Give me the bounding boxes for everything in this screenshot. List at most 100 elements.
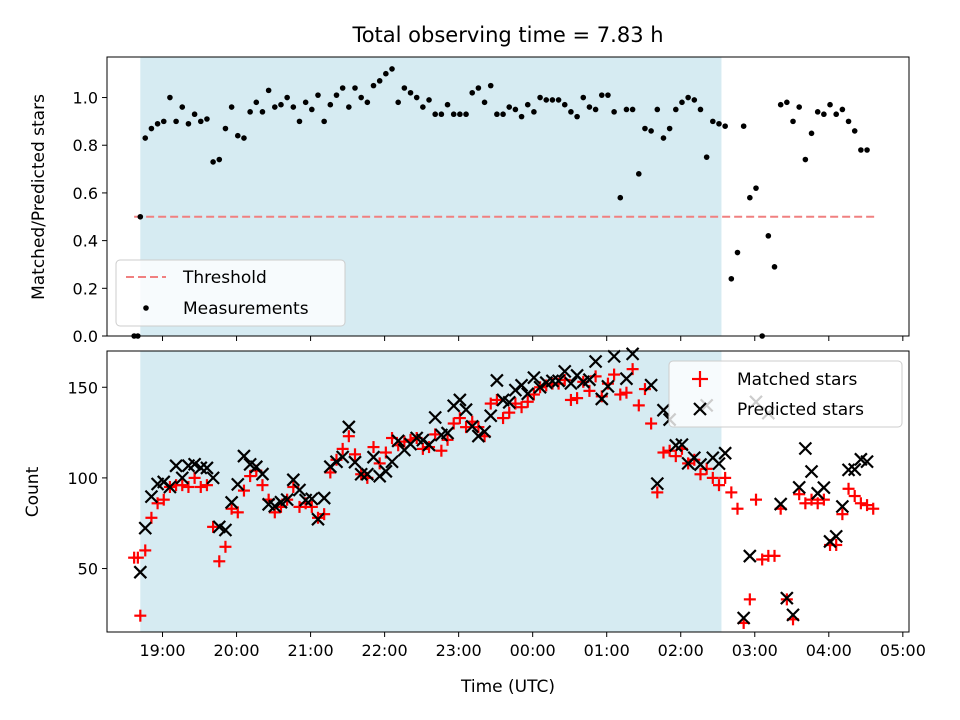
predicted-mark-stroke [798, 441, 813, 456]
matched-star-point [131, 551, 144, 564]
predicted-mark-stroke [385, 454, 399, 469]
predicted-star-point [773, 497, 788, 511]
predicted-star-point [619, 371, 634, 386]
matched-star-point [638, 383, 651, 396]
predicted-star-point [317, 491, 331, 505]
measurement-point [346, 104, 352, 110]
measurement-point [728, 275, 735, 282]
bottom-axes-frame [106, 350, 910, 633]
top-panel: 0.0 0.2 0.4 0.6 0.8 1.0 Matched/Predicted sta… [29, 56, 910, 346]
measurement-point [450, 111, 457, 118]
matched-star-point [799, 497, 812, 510]
x-tick-label: 02:00 [658, 641, 704, 660]
measurement-point [185, 120, 192, 127]
matched-star-point [336, 442, 349, 455]
top-y-tick-label: 0.4 [73, 232, 98, 251]
measurement-point [648, 128, 654, 134]
matched-star-point [750, 493, 763, 506]
matched-star-point [490, 393, 503, 406]
measurement-point [358, 94, 364, 101]
predicted-star-point [650, 476, 665, 491]
matched-star-point [416, 442, 429, 455]
predicted-mark-stroke [706, 450, 720, 465]
x-tick-label: 20:00 [213, 641, 259, 660]
predicted-mark-stroke [619, 371, 634, 386]
measurement-point [722, 123, 728, 129]
predicted-star-point [514, 378, 529, 393]
predicted-star-point [305, 492, 319, 506]
predicted-star-point [860, 454, 874, 469]
predicted-mark-stroke [335, 450, 350, 464]
measurement-point [179, 104, 186, 110]
legend-matched-swatch [692, 371, 708, 387]
predicted-mark-stroke [557, 364, 572, 379]
predicted-star-point [588, 354, 603, 369]
top-y-tick-label: 1.0 [73, 89, 98, 108]
predicted-star-point [286, 473, 301, 487]
matched-star-point [614, 388, 627, 401]
matched-star-point [207, 520, 220, 533]
predicted-star-point [280, 492, 294, 507]
measurement-point [629, 106, 636, 113]
bottom-legend: Matched stars Predicted stars [668, 360, 903, 428]
predicted-mark-stroke [409, 431, 424, 445]
measurement-point [506, 104, 513, 110]
matched-star-point [157, 493, 170, 506]
matched-star-point [373, 457, 386, 470]
top-y-tick-label: 0.2 [73, 279, 98, 298]
measurement-point [407, 89, 414, 96]
measurement-point [691, 97, 698, 103]
measurement-point [623, 106, 630, 113]
legend-predicted-swatch [693, 402, 707, 416]
measurement-point [160, 118, 167, 125]
predicted-star-point [193, 461, 208, 475]
predicted-star-point [601, 379, 615, 394]
measurement-point [697, 106, 704, 113]
matched-star-point [842, 482, 855, 495]
predicted-star-point [490, 373, 504, 388]
predicted-mark-stroke [817, 480, 831, 495]
measurement-point [383, 70, 389, 77]
predicted-mark-stroke [459, 402, 473, 417]
predicted-mark-stroke [650, 476, 665, 491]
measurement-point [586, 104, 593, 110]
measurement-point [598, 92, 605, 98]
predicted-star-point [237, 449, 251, 463]
predicted-mark-stroke [601, 379, 615, 394]
measurement-point [808, 130, 815, 137]
predicted-mark-stroke [237, 449, 251, 463]
x-tick-label: 05:00 [880, 641, 926, 660]
predicted-mark-stroke [354, 467, 368, 482]
predicted-star-point [169, 459, 183, 473]
matched-star-point [134, 609, 147, 622]
matched-star-point [225, 502, 238, 515]
predicted-mark-stroke [465, 419, 479, 434]
predicted-mark-stroke [545, 374, 560, 388]
measurement-point [549, 97, 556, 103]
predicted-star-point [292, 483, 307, 497]
measurement-point [173, 118, 179, 125]
matched-star-point [793, 488, 806, 501]
predicted-star-point [385, 454, 399, 469]
measurement-point [438, 111, 445, 118]
bottom-y-tick-label: 50 [78, 560, 98, 579]
predicted-star-point [625, 347, 640, 361]
matched-star-point [151, 497, 164, 510]
predicted-mark-stroke [773, 497, 788, 511]
matched-star-point [848, 490, 861, 503]
predicted-mark-stroke [588, 354, 603, 369]
legend-measurements-swatch [143, 305, 149, 311]
top-y-tick-label: 0.6 [73, 184, 98, 203]
top-legend-box [115, 259, 346, 327]
matched-star-point [435, 444, 448, 457]
chart-title: Total observing time = 7.83 h [351, 23, 663, 47]
measurement-point [234, 132, 241, 139]
predicted-star-point [545, 374, 560, 388]
predicted-mark-stroke [175, 471, 190, 485]
measurement-point [864, 147, 870, 153]
measurement-point [827, 101, 833, 108]
measurement-point [710, 118, 716, 125]
predicted-mark-stroke [477, 424, 492, 439]
predicted-mark-stroke [286, 473, 301, 487]
bottom-panel: 19:00 20:00 21:00 22:00 23:00 00:00 01:00 02:00… [23, 347, 926, 697]
